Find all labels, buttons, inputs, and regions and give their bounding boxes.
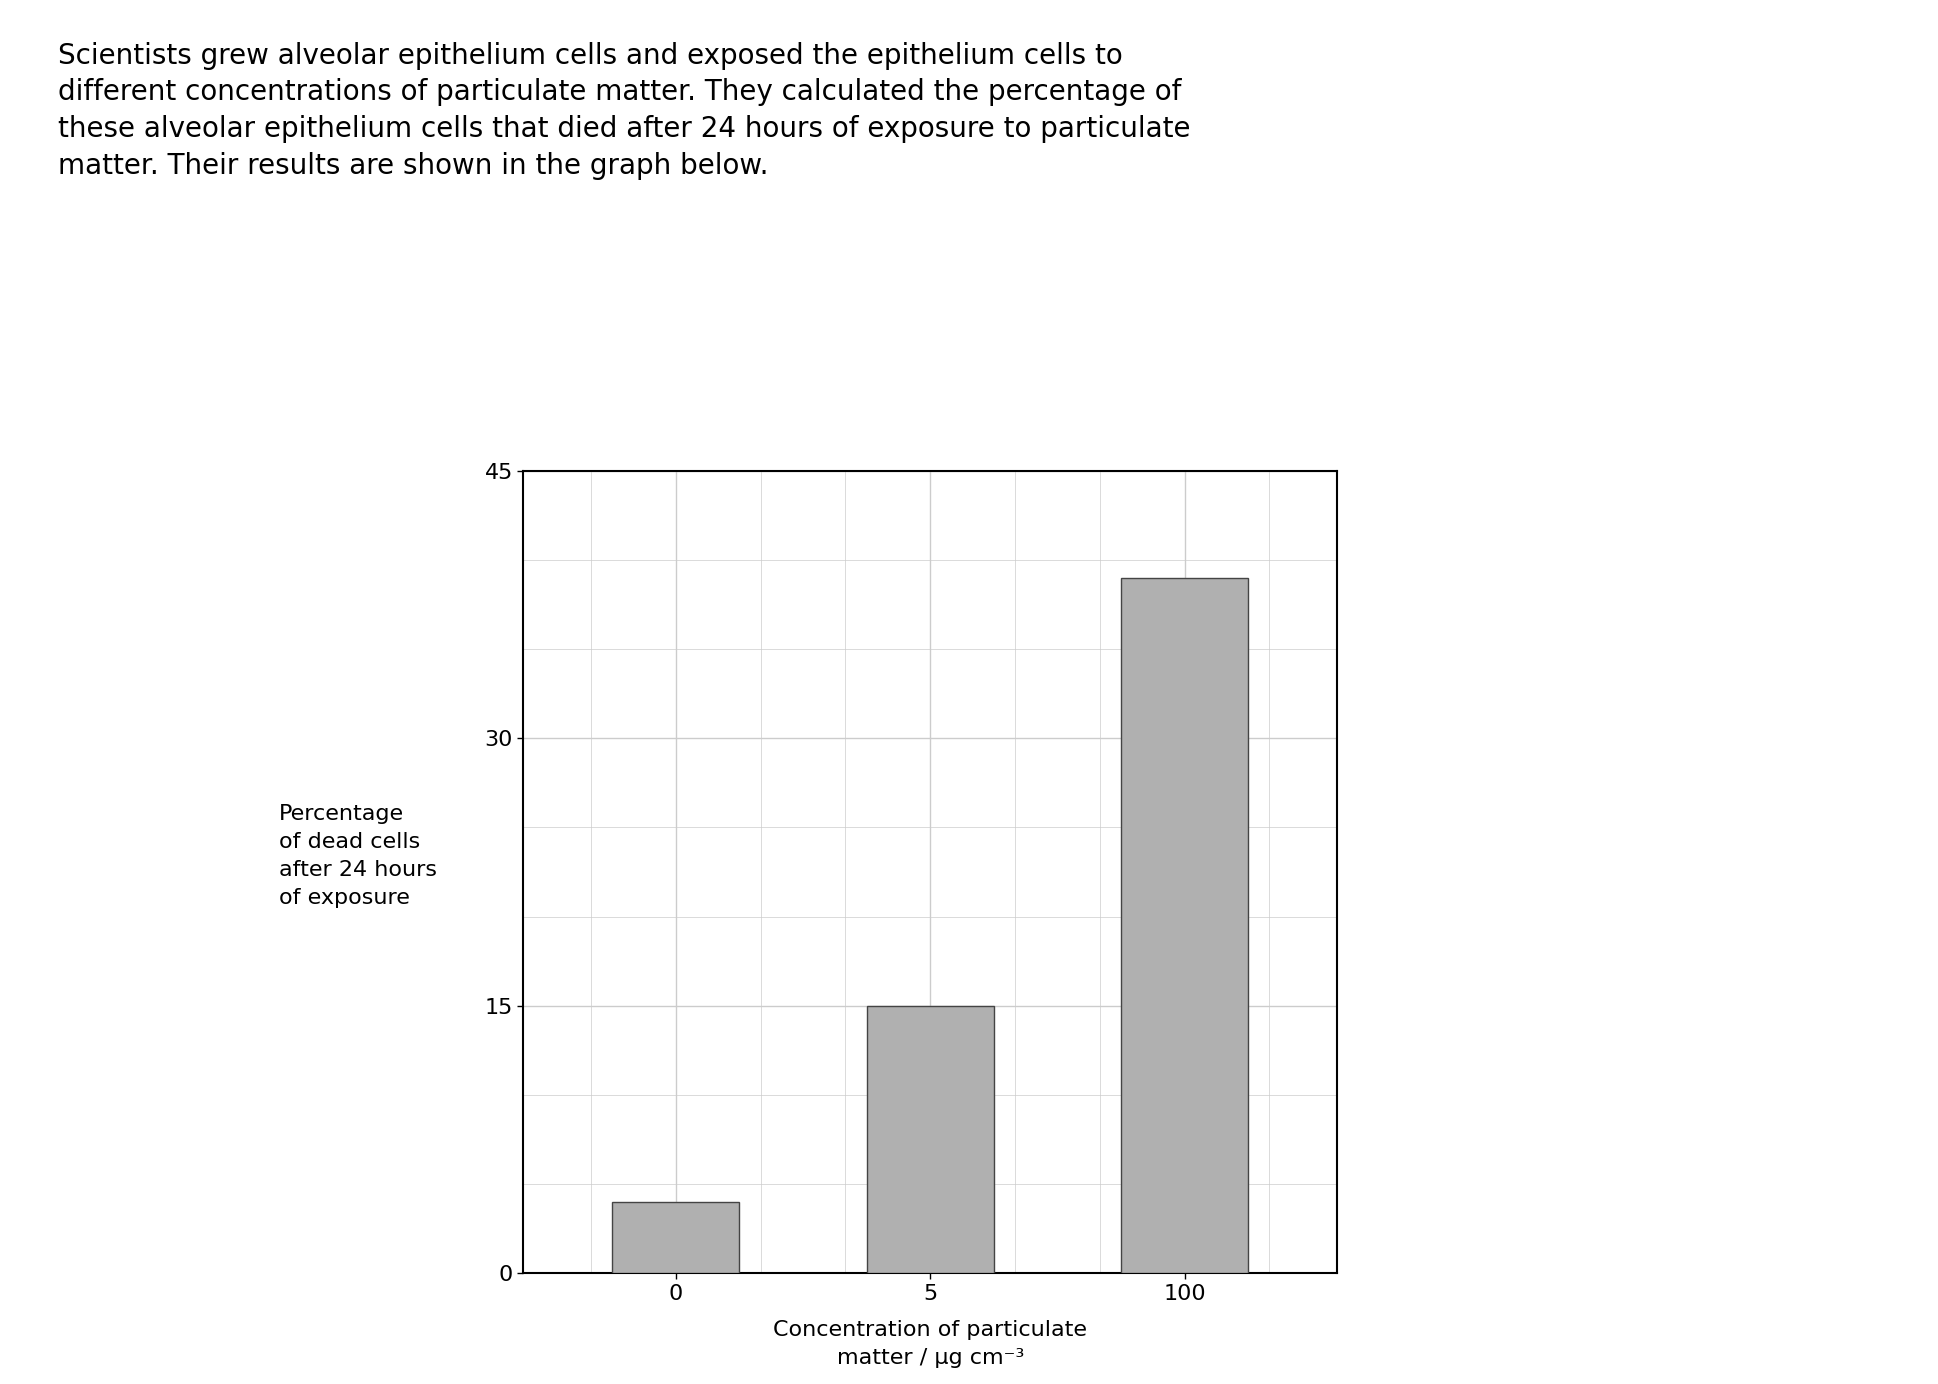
Text: Scientists grew alveolar epithelium cells and exposed the epithelium cells to
di: Scientists grew alveolar epithelium cell… bbox=[58, 42, 1190, 180]
Bar bbox=[1120, 577, 1248, 1273]
Bar bbox=[866, 1006, 994, 1273]
X-axis label: Concentration of particulate
matter / μg cm⁻³: Concentration of particulate matter / μg… bbox=[773, 1320, 1087, 1369]
Text: Percentage
of dead cells
after 24 hours
of exposure: Percentage of dead cells after 24 hours … bbox=[279, 804, 438, 908]
Bar bbox=[612, 1201, 740, 1273]
